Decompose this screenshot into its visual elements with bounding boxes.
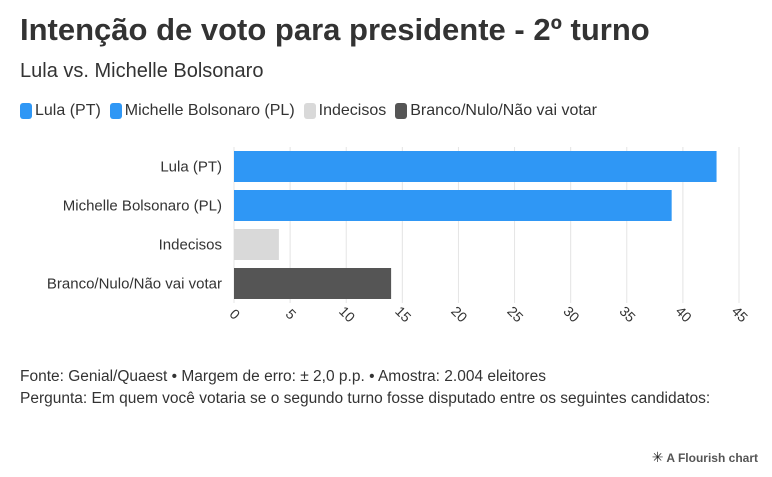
- chart-title: Intenção de voto para presidente - 2º tu…: [20, 12, 650, 47]
- tick-label-6: 30: [560, 303, 582, 325]
- question-note: Pergunta: Em quem você votaria se o segu…: [20, 390, 711, 407]
- flourish-credit-label: A Flourish chart: [666, 450, 758, 465]
- tick-label-1: 5: [283, 306, 300, 323]
- tick-label-2: 10: [336, 303, 358, 325]
- legend-item-lula[interactable]: Lula (PT): [20, 102, 101, 120]
- legend-item-indecisos[interactable]: Indecisos: [303, 102, 387, 120]
- legend: Lula (PT) Michelle Bolsonaro (PL) Indeci…: [20, 102, 606, 120]
- legend-swatch-michelle: [109, 103, 122, 119]
- category-label-2: Indecisos: [159, 237, 222, 254]
- footer: Fonte: Genial/Quaest • Margem de erro: ±…: [20, 366, 740, 410]
- category-label-1: Michelle Bolsonaro (PL): [63, 198, 222, 215]
- legend-label-michelle: Michelle Bolsonaro (PL): [124, 102, 295, 119]
- category-label-3: Branco/Nulo/Não vai votar: [47, 276, 222, 293]
- bar-1[interactable]: [234, 190, 672, 221]
- bar-2[interactable]: [234, 229, 279, 260]
- bar-3[interactable]: [234, 268, 392, 299]
- legend-swatch-branco: [395, 103, 408, 119]
- tick-label-8: 40: [673, 303, 695, 325]
- flourish-star-icon: ✳: [651, 449, 664, 465]
- legend-label-branco: Branco/Nulo/Não vai votar: [410, 102, 598, 119]
- tick-label-7: 35: [617, 303, 639, 325]
- legend-label-indecisos: Indecisos: [318, 102, 387, 119]
- legend-item-branco[interactable]: Branco/Nulo/Não vai votar: [395, 102, 597, 120]
- chart-subtitle: Lula vs. Michelle Bolsonaro: [20, 60, 264, 82]
- tick-label-9: 45: [729, 303, 751, 325]
- tick-label-0: 0: [227, 306, 244, 323]
- legend-label-lula: Lula (PT): [35, 102, 101, 119]
- legend-swatch-indecisos: [303, 103, 316, 119]
- category-label-0: Lula (PT): [160, 159, 222, 176]
- tick-label-5: 25: [504, 303, 526, 325]
- flourish-credit[interactable]: ✳ A Flourish chart: [652, 449, 758, 466]
- tick-label-4: 20: [448, 303, 470, 325]
- tick-label-3: 15: [392, 303, 414, 325]
- bar-0[interactable]: [234, 151, 717, 182]
- legend-item-michelle[interactable]: Michelle Bolsonaro (PL): [109, 102, 295, 120]
- legend-swatch-lula: [20, 103, 32, 119]
- source-note: Fonte: Genial/Quaest • Margem de erro: ±…: [20, 368, 546, 385]
- bar-chart: Lula (PT) Michelle Bolsonaro (PL) Indeciso…: [47, 147, 751, 325]
